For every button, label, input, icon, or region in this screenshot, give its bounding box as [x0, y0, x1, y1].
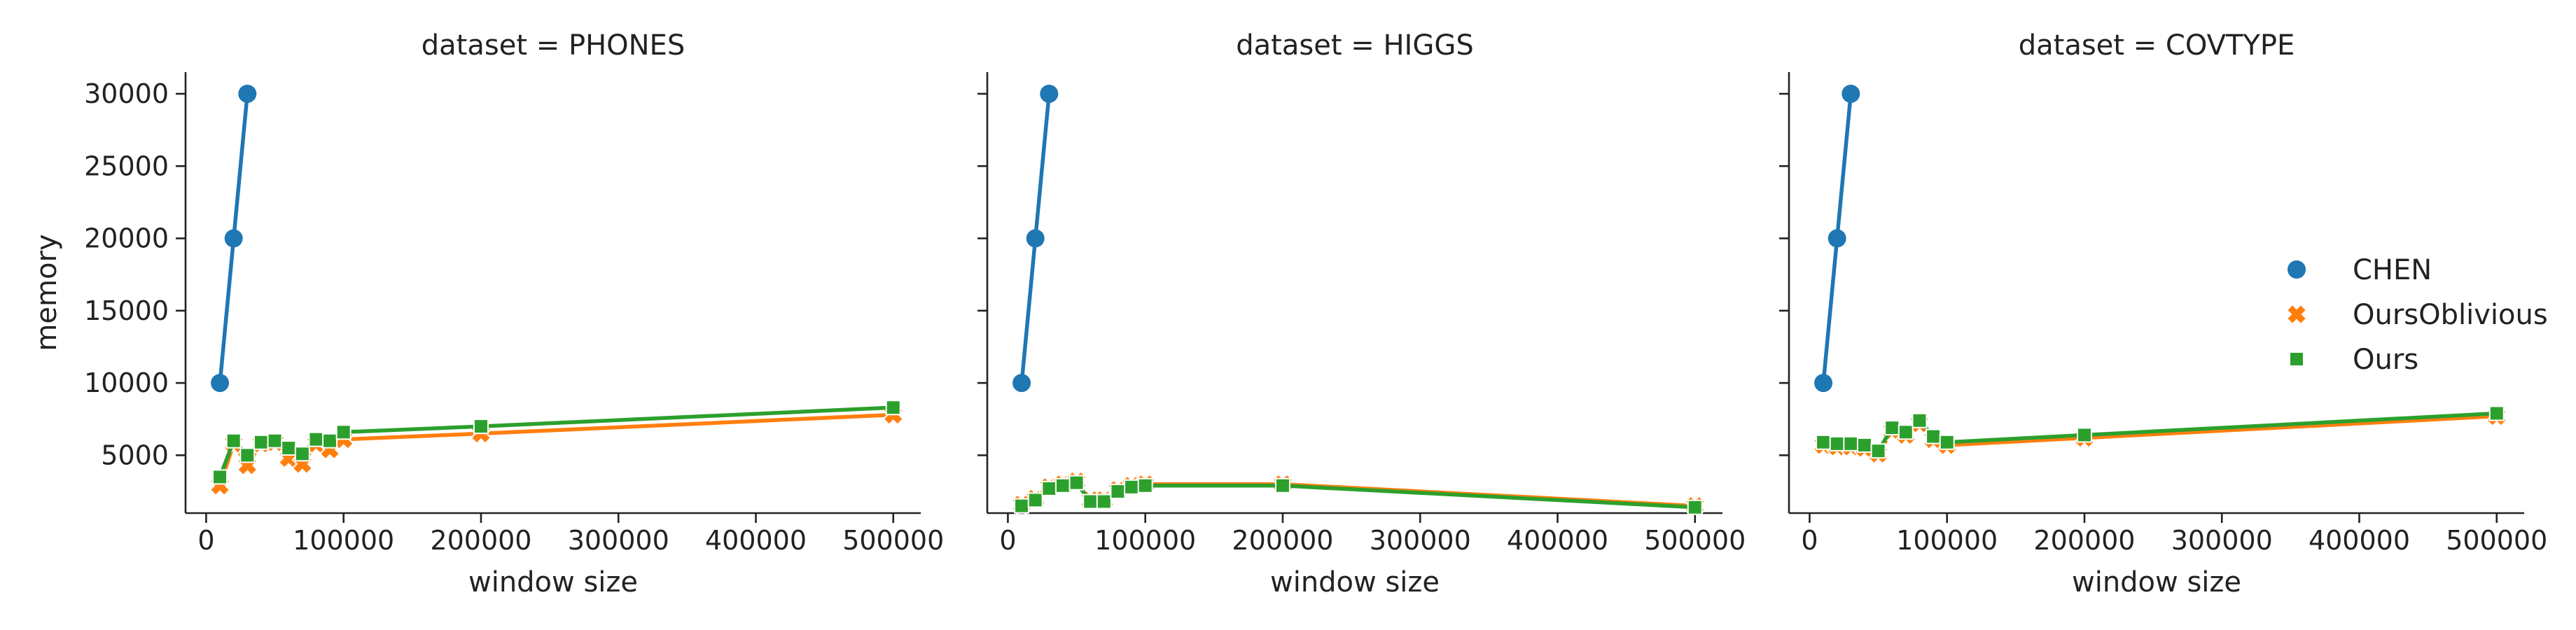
x-tick-label: 500000 [2446, 525, 2547, 556]
data-point [1014, 498, 1030, 514]
data-point [1926, 428, 1942, 444]
series-chen [1814, 84, 1860, 393]
data-point [1898, 424, 1914, 440]
y-tick-label: 15000 [84, 295, 169, 326]
legend-label: Ours [2353, 344, 2418, 376]
data-point [1827, 229, 1846, 248]
data-point [1041, 480, 1057, 496]
data-point [1939, 434, 1955, 450]
data-point [224, 229, 243, 248]
x-tick-label: 100000 [1896, 525, 1998, 556]
data-point [239, 447, 256, 463]
data-point [1884, 420, 1900, 436]
x-axis-label: window size [1270, 566, 1440, 598]
panel-3: dataset = COVTYPE 0 100000 200000 300000 4000… [1779, 29, 2547, 598]
data-point [1082, 493, 1099, 510]
y-tick-label: 20000 [84, 223, 169, 254]
data-point [1912, 412, 1928, 428]
data-point [1816, 434, 1832, 450]
legend: CHEN OursOblivious Ours [2285, 254, 2548, 376]
x-tick-label: 0 [1801, 525, 1818, 556]
chart-panels: dataset = PHONES 5000 10000 15000 20000 25000… [84, 29, 2547, 598]
legend-entry: CHEN [2288, 254, 2432, 286]
data-point [1012, 374, 1031, 393]
series-oursoblivious [209, 404, 905, 497]
x-tick-label: 300000 [1370, 525, 1471, 556]
data-point [1843, 435, 1859, 451]
legend-label: CHEN [2353, 254, 2432, 286]
data-point [1870, 443, 1886, 459]
data-point [885, 400, 901, 416]
panel-title: dataset = COVTYPE [2019, 29, 2295, 62]
x-tick-label: 500000 [842, 525, 944, 556]
data-point [238, 84, 257, 103]
data-point [1096, 493, 1112, 510]
x-tick-label: 200000 [2033, 525, 2135, 556]
x-tick-label: 400000 [705, 525, 807, 556]
legend-marker [2285, 303, 2308, 326]
data-point [281, 440, 297, 456]
series-ours [1014, 475, 1703, 515]
data-point [1842, 84, 1860, 103]
data-point [1856, 437, 1872, 453]
data-point [212, 469, 228, 485]
data-point [335, 424, 351, 440]
y-axis-label: memory [31, 234, 63, 351]
legend-entry: Ours [2289, 344, 2418, 376]
data-point [2488, 405, 2505, 421]
x-tick-label: 400000 [2309, 525, 2410, 556]
y-tick-label: 25000 [84, 150, 169, 181]
data-point [267, 433, 283, 449]
data-point [1054, 477, 1071, 493]
data-point [1124, 479, 1140, 495]
panel-title: dataset = PHONES [422, 29, 685, 62]
panel-title: dataset = HIGGS [1236, 29, 1473, 62]
data-point [1814, 374, 1833, 393]
y-tick-label: 5000 [101, 440, 169, 470]
x-tick-label: 0 [999, 525, 1016, 556]
x-tick-label: 300000 [568, 525, 669, 556]
data-point [473, 419, 489, 435]
data-point [211, 374, 230, 393]
data-point [225, 433, 242, 449]
y-tick-label: 30000 [84, 78, 169, 109]
x-axis-label: window size [2072, 566, 2241, 598]
data-point [1026, 229, 1045, 248]
x-tick-label: 200000 [430, 525, 531, 556]
data-point [1687, 499, 1703, 515]
y-tick-label: 10000 [84, 368, 169, 398]
data-point [1040, 84, 1059, 103]
legend-entry: OursOblivious [2285, 299, 2548, 331]
panel-2: dataset = HIGGS 0 100000 200000 300000 400000… [977, 29, 1746, 598]
x-tick-label: 100000 [293, 525, 394, 556]
series-ours [1816, 405, 2505, 459]
data-point [1274, 477, 1290, 493]
x-axis-label: window size [468, 566, 638, 598]
data-point [1829, 435, 1845, 451]
data-point [253, 434, 269, 450]
data-point [1137, 477, 1153, 493]
x-tick-label: 200000 [1232, 525, 1333, 556]
data-point [1068, 475, 1085, 491]
x-tick-label: 100000 [1094, 525, 1196, 556]
legend-label: OursOblivious [2353, 299, 2548, 331]
data-point [1110, 484, 1126, 500]
data-point [322, 433, 338, 449]
series-chen [1012, 84, 1059, 393]
data-point [294, 446, 310, 462]
x-tick-label: 400000 [1507, 525, 1608, 556]
legend-marker [2288, 260, 2306, 279]
data-point [308, 431, 324, 447]
series-ours [212, 400, 901, 485]
data-point [1027, 492, 1043, 508]
data-point [2076, 427, 2092, 443]
x-tick-label: 500000 [1644, 525, 1746, 556]
series-chen [211, 84, 257, 393]
x-tick-label: 300000 [2171, 525, 2273, 556]
x-tick-label: 0 [197, 525, 214, 556]
panel-1: dataset = PHONES 5000 10000 15000 20000 25000… [84, 29, 944, 598]
legend-marker [2289, 351, 2304, 367]
